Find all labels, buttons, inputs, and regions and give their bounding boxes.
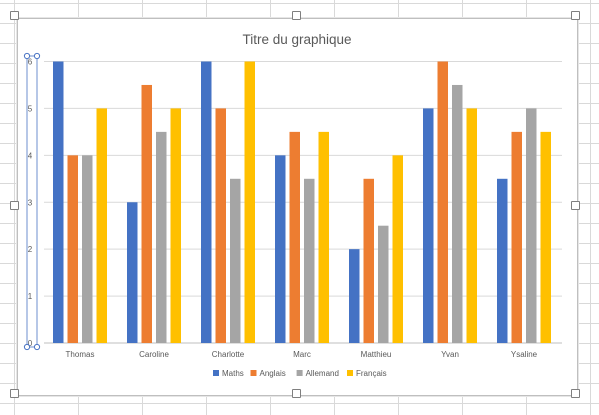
resize-handle-top-middle[interactable] xyxy=(292,11,301,20)
bar-anglais-thomas[interactable] xyxy=(67,155,79,343)
x-tick-label: Matthieu xyxy=(361,350,392,359)
axis-selection-handle[interactable] xyxy=(33,343,41,351)
bar-français-thomas[interactable] xyxy=(96,108,108,344)
bar-français-caroline[interactable] xyxy=(170,108,182,344)
bar-allemand-ysaline[interactable] xyxy=(526,108,537,344)
legend-label: Maths xyxy=(222,369,244,378)
x-tick-label: Charlotte xyxy=(212,350,245,359)
axis-selection-handle[interactable] xyxy=(23,343,31,351)
resize-handle-bottom-middle[interactable] xyxy=(292,389,301,398)
legend-swatch xyxy=(250,370,257,376)
x-tick-label: Thomas xyxy=(66,350,95,359)
bar-anglais-matthieu[interactable] xyxy=(363,178,375,343)
y-tick-label: 2 xyxy=(28,245,33,254)
bar-anglais-yvan[interactable] xyxy=(437,61,449,344)
x-tick-label: Yvan xyxy=(441,350,459,359)
bar-maths-yvan[interactable] xyxy=(423,108,434,344)
bar-maths-caroline[interactable] xyxy=(127,202,138,343)
y-tick-label: 4 xyxy=(28,151,33,160)
bar-allemand-thomas[interactable] xyxy=(82,155,93,343)
bar-maths-matthieu[interactable] xyxy=(349,249,360,343)
axis-selection-handle[interactable] xyxy=(23,52,31,60)
bar-allemand-caroline[interactable] xyxy=(156,131,167,343)
bar-anglais-marc[interactable] xyxy=(289,131,301,343)
legend-item[interactable]: Maths xyxy=(213,369,244,378)
legend-item[interactable]: Anglais xyxy=(250,369,286,378)
x-tick-label: Marc xyxy=(293,350,311,359)
legend-swatch xyxy=(213,370,219,376)
legend-item[interactable]: Français xyxy=(347,369,387,378)
bar-allemand-marc[interactable] xyxy=(304,178,315,343)
y-tick-label: 5 xyxy=(28,104,33,113)
bar-anglais-ysaline[interactable] xyxy=(511,131,523,343)
resize-handle-bottom-right[interactable] xyxy=(571,389,580,398)
chart-title[interactable]: Titre du graphique xyxy=(242,32,351,47)
axis-selection-handle[interactable] xyxy=(33,52,41,60)
bar-français-yvan[interactable] xyxy=(466,108,478,344)
legend-label: Anglais xyxy=(260,369,286,378)
bar-anglais-charlotte[interactable] xyxy=(215,108,227,344)
bar-français-ysaline[interactable] xyxy=(540,131,552,343)
resize-handle-middle-left[interactable] xyxy=(10,201,19,210)
legend[interactable]: Maths Anglais Allemand Français xyxy=(213,369,387,378)
bar-maths-charlotte[interactable] xyxy=(201,61,212,344)
y-tick-label: 0 xyxy=(28,339,33,348)
bar-maths-marc[interactable] xyxy=(275,155,286,343)
bar-allemand-yvan[interactable] xyxy=(452,84,463,343)
bar-anglais-caroline[interactable] xyxy=(141,84,153,343)
bar-maths-thomas[interactable] xyxy=(53,61,64,344)
resize-handle-middle-right[interactable] xyxy=(571,201,580,210)
legend-item[interactable]: Allemand xyxy=(296,369,339,378)
legend-swatch xyxy=(296,370,303,376)
legend-label: Allemand xyxy=(306,369,339,378)
y-tick-label: 6 xyxy=(28,58,33,67)
y-axis-ticks: 0 1 2 3 4 5 6 xyxy=(28,58,33,349)
x-tick-label: Caroline xyxy=(139,350,169,359)
bar-français-marc[interactable] xyxy=(318,131,330,343)
legend-swatch xyxy=(347,370,353,376)
legend-label: Français xyxy=(356,369,387,378)
axis-selection[interactable] xyxy=(23,52,41,351)
axis-selection-box[interactable] xyxy=(26,55,38,348)
x-tick-label: Ysaline xyxy=(511,350,538,359)
bar-allemand-charlotte[interactable] xyxy=(230,178,241,343)
gridlines xyxy=(44,61,562,344)
bar-français-charlotte[interactable] xyxy=(244,61,256,344)
y-tick-label: 1 xyxy=(28,292,33,301)
bar-français-matthieu[interactable] xyxy=(392,155,404,343)
bars xyxy=(53,61,552,344)
resize-handle-bottom-left[interactable] xyxy=(10,389,19,398)
y-tick-label: 3 xyxy=(28,198,33,207)
x-axis-ticks: Thomas Caroline Charlotte Marc Matthieu Yvan Y… xyxy=(66,350,538,359)
resize-handle-top-left[interactable] xyxy=(10,11,19,20)
bar-maths-ysaline[interactable] xyxy=(497,178,508,343)
resize-handle-top-right[interactable] xyxy=(571,11,580,20)
bar-allemand-matthieu[interactable] xyxy=(378,225,389,343)
